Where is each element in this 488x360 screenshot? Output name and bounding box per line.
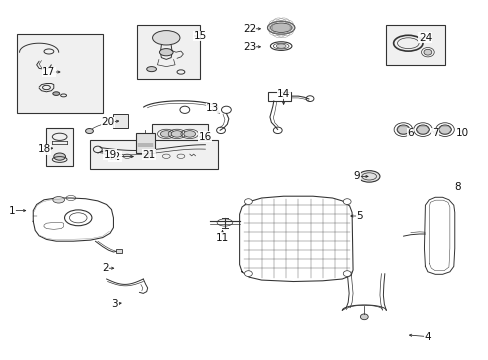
Ellipse shape (159, 49, 173, 56)
Bar (151, 124, 207, 144)
Text: 19: 19 (103, 150, 117, 160)
Bar (136, 133, 154, 153)
Ellipse shape (244, 271, 252, 276)
Ellipse shape (152, 31, 180, 45)
Ellipse shape (423, 49, 431, 55)
Text: 23: 23 (242, 42, 256, 52)
Text: 6: 6 (407, 128, 413, 138)
Ellipse shape (146, 67, 156, 72)
Text: 5: 5 (355, 211, 362, 221)
Bar (17, 34, 102, 113)
Text: 24: 24 (418, 33, 431, 43)
Text: 9: 9 (353, 171, 360, 181)
Ellipse shape (53, 92, 60, 95)
Bar (137, 25, 200, 79)
Ellipse shape (396, 125, 409, 134)
Text: 12: 12 (108, 152, 122, 162)
Text: 22: 22 (242, 24, 256, 34)
Bar (46, 128, 73, 166)
Ellipse shape (438, 125, 450, 134)
Ellipse shape (183, 131, 195, 137)
Text: 3: 3 (111, 299, 118, 309)
Text: 11: 11 (215, 233, 229, 243)
Text: 8: 8 (453, 182, 460, 192)
Text: 13: 13 (205, 103, 219, 113)
Bar (116, 249, 122, 253)
Text: 1: 1 (9, 206, 16, 216)
Ellipse shape (53, 197, 64, 203)
Text: 17: 17 (42, 67, 56, 77)
Text: 10: 10 (455, 128, 468, 138)
Ellipse shape (360, 314, 367, 320)
Ellipse shape (276, 44, 285, 48)
Text: 21: 21 (142, 150, 156, 160)
Ellipse shape (267, 21, 294, 34)
Text: 7: 7 (431, 128, 438, 138)
Bar (267, 92, 291, 101)
Ellipse shape (343, 199, 350, 204)
Ellipse shape (343, 271, 350, 276)
Ellipse shape (244, 199, 252, 204)
Bar (90, 140, 217, 169)
Text: 16: 16 (198, 132, 212, 142)
Ellipse shape (54, 153, 65, 160)
Text: 15: 15 (193, 31, 207, 41)
Ellipse shape (270, 23, 291, 32)
Text: 18: 18 (37, 144, 51, 154)
Ellipse shape (358, 171, 379, 182)
Text: 4: 4 (424, 332, 430, 342)
Ellipse shape (171, 131, 183, 137)
Ellipse shape (416, 125, 428, 134)
Text: 2: 2 (102, 263, 108, 273)
Text: 14: 14 (276, 89, 290, 99)
Text: 20: 20 (101, 117, 114, 127)
Ellipse shape (160, 131, 172, 137)
Ellipse shape (85, 129, 93, 134)
Bar (386, 25, 444, 65)
Bar (113, 114, 128, 128)
